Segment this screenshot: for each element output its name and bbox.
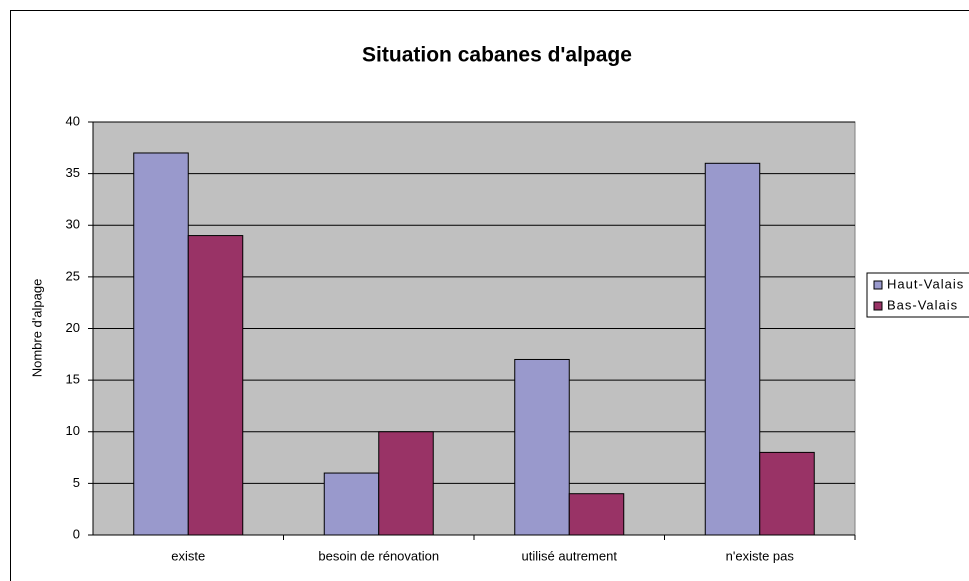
x-tick-label: existe [171,548,205,563]
y-tick-label: 40 [66,113,80,128]
legend-swatch [873,280,883,290]
y-axis-label: Nombre d'alpage [29,279,44,378]
bar [187,235,244,536]
chart-title: Situation cabanes d'alpage [362,44,632,67]
x-tick-label: n'existe pas [726,548,795,563]
bar [514,358,570,536]
y-tick-label: 35 [66,165,80,180]
bar [704,162,761,536]
x-tick-label: utilisé autrement [522,548,618,563]
bar [323,472,380,536]
bar [759,451,815,536]
legend-box [866,272,969,318]
y-tick-label: 25 [66,268,80,283]
y-tick-label: 30 [66,217,80,232]
y-tick-label: 0 [73,526,80,541]
bar [133,152,189,536]
y-tick-label: 5 [73,475,80,490]
bar [568,493,625,536]
x-tick-label: besoin de rénovation [318,548,439,563]
bar [378,431,434,536]
y-tick-label: 10 [66,423,80,438]
legend-swatch [873,301,883,311]
y-tick-label: 15 [66,372,80,387]
y-tick-label: 20 [66,320,80,335]
legend-label: Haut-Valais [887,276,964,291]
legend-label: Bas-Valais [887,297,958,312]
